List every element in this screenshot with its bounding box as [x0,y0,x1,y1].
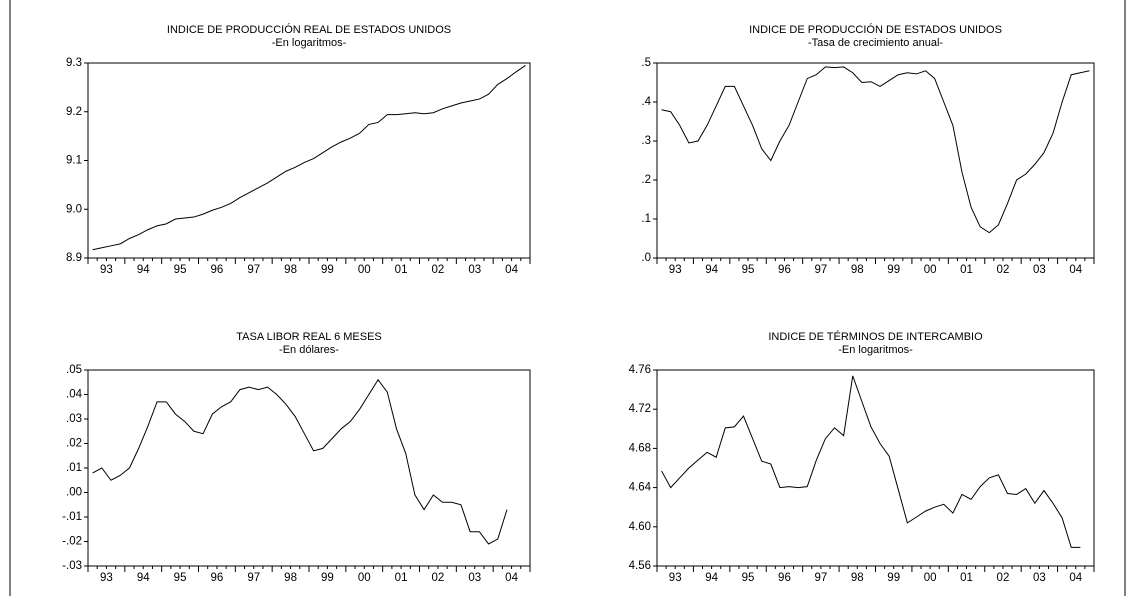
x-tick-label: 00 [924,264,937,276]
x-tick-label: 01 [395,572,408,584]
x-tick-label: 99 [887,264,900,276]
x-tick-label: 93 [100,572,113,584]
x-tick-label: 93 [669,264,682,276]
y-tick-label: 4.76 [629,364,651,376]
x-tick-label: 97 [247,572,260,584]
y-tick-label: .03 [66,413,82,425]
chart-title: INDICE DE PRODUCCIÓN REAL DE ESTADOS UNI… [167,23,451,36]
x-tick-label: 00 [358,264,371,276]
x-tick-label: 96 [778,572,791,584]
chart-subtitle: -En logaritmos- [838,344,913,356]
y-tick-label: .04 [66,389,83,401]
chart-subtitle: -En dólares- [279,344,339,356]
x-tick-label: 01 [960,572,973,584]
x-tick-label: 98 [851,572,864,584]
y-tick-label: 8.9 [66,252,82,264]
x-tick-label: 99 [321,264,334,276]
y-tick-label: 4.60 [629,521,651,533]
y-tick-label: 4.72 [629,403,651,415]
y-tick-label: 4.56 [629,560,651,572]
x-tick-label: 02 [432,264,445,276]
x-tick-label: 97 [247,264,260,276]
plot-area [656,369,1095,567]
series-line [661,66,1090,234]
x-tick-label: 03 [1033,264,1046,276]
x-tick-label: 02 [432,572,445,584]
chart-subtitle: -En logaritmos- [272,37,347,49]
frame [9,0,1126,596]
y-tick-label: 9.0 [66,203,82,215]
x-tick-label: 01 [395,264,408,276]
y-tick-label: .02 [66,438,82,450]
y-tick-label: -.01 [62,511,82,523]
x-tick-label: 03 [1033,572,1046,584]
x-tick-label: 99 [321,572,334,584]
y-tick-label: .5 [641,57,651,69]
x-tick-label: 98 [284,572,297,584]
x-tick-label: 04 [1069,572,1082,584]
y-tick-label: 9.1 [66,155,82,167]
x-tick-label: 93 [669,572,682,584]
plot-area [87,369,531,567]
x-tick-label: 96 [211,572,224,584]
x-tick-label: 03 [468,572,481,584]
series-line [92,65,526,251]
x-tick-label: 00 [358,572,371,584]
y-tick-label: .00 [66,487,82,499]
chart-title: INDICE DE PRODUCCIÓN DE ESTADOS UNIDOS [749,23,1002,36]
y-tick-label: .01 [66,462,82,474]
x-tick-label: 95 [174,264,187,276]
y-tick-label: 4.64 [629,482,652,494]
chart-subtitle: -Tasa de crecimiento anual- [808,37,943,49]
x-tick-label: 95 [742,264,755,276]
y-tick-label: 4.68 [629,442,651,454]
y-tick-label: .4 [641,96,651,108]
x-tick-label: 02 [997,572,1010,584]
x-tick-label: 94 [137,572,150,584]
y-tick-label: 9.3 [66,57,82,69]
x-tick-label: 01 [960,264,973,276]
x-tick-label: 94 [705,264,718,276]
series-line [661,375,1081,548]
y-tick-label: -.02 [62,536,82,548]
x-tick-label: 97 [814,572,827,584]
y-tick-label: .1 [641,213,651,225]
y-tick-label: 9.2 [66,106,82,118]
y-tick-label: .2 [641,174,651,186]
x-tick-label: 94 [137,264,150,276]
y-tick-label: .3 [641,135,651,147]
x-tick-label: 96 [778,264,791,276]
series-line [92,378,508,545]
x-tick-label: 97 [814,264,827,276]
x-tick-label: 98 [851,264,864,276]
x-tick-label: 98 [284,264,297,276]
x-tick-label: 94 [705,572,718,584]
x-tick-label: 93 [100,264,113,276]
x-tick-label: 95 [174,572,187,584]
y-tick-label: -.03 [62,560,82,572]
chart-title: TASA LIBOR REAL 6 MESES [236,331,382,343]
x-tick-label: 04 [505,264,518,276]
x-tick-label: 96 [211,264,224,276]
x-tick-label: 04 [505,572,518,584]
chart-title: INDICE DE TÉRMINOS DE INTERCAMBIO [768,330,983,343]
x-tick-label: 00 [924,572,937,584]
y-tick-label: .05 [66,364,82,376]
x-tick-label: 03 [468,264,481,276]
x-tick-label: 04 [1069,264,1082,276]
y-tick-label: .0 [641,252,651,264]
x-tick-label: 99 [887,572,900,584]
x-tick-label: 95 [742,572,755,584]
x-tick-label: 02 [997,264,1010,276]
